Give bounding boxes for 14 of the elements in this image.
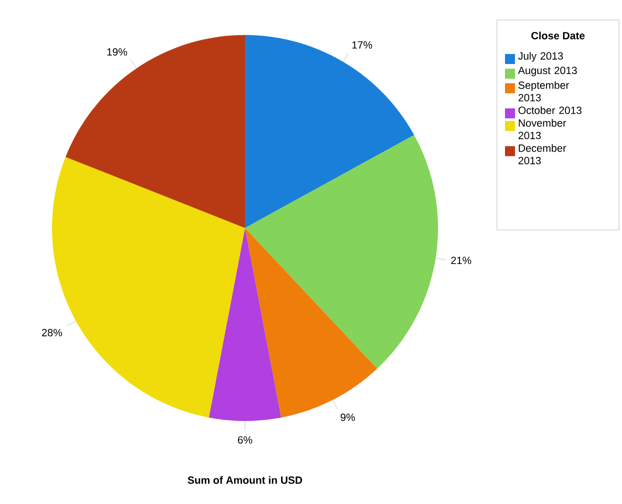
legend-label: July 2013 <box>518 52 563 62</box>
data-label: 17% <box>352 41 372 49</box>
legend-label: November 2013 <box>518 119 566 140</box>
legend-label: August 2013 <box>518 66 577 76</box>
data-label: 9% <box>340 414 355 422</box>
legend-label: September 2013 <box>518 81 569 102</box>
legend-label: October 2013 <box>518 106 582 114</box>
legend-title: Close Date <box>531 32 585 40</box>
data-label: 28% <box>42 328 62 336</box>
data-label: 6% <box>238 436 252 444</box>
data-label: 19% <box>107 48 128 56</box>
text: Sum of Amount in USD <box>188 476 302 484</box>
data-label: 21% <box>451 256 472 264</box>
legend-label: December 2013 <box>518 144 566 164</box>
